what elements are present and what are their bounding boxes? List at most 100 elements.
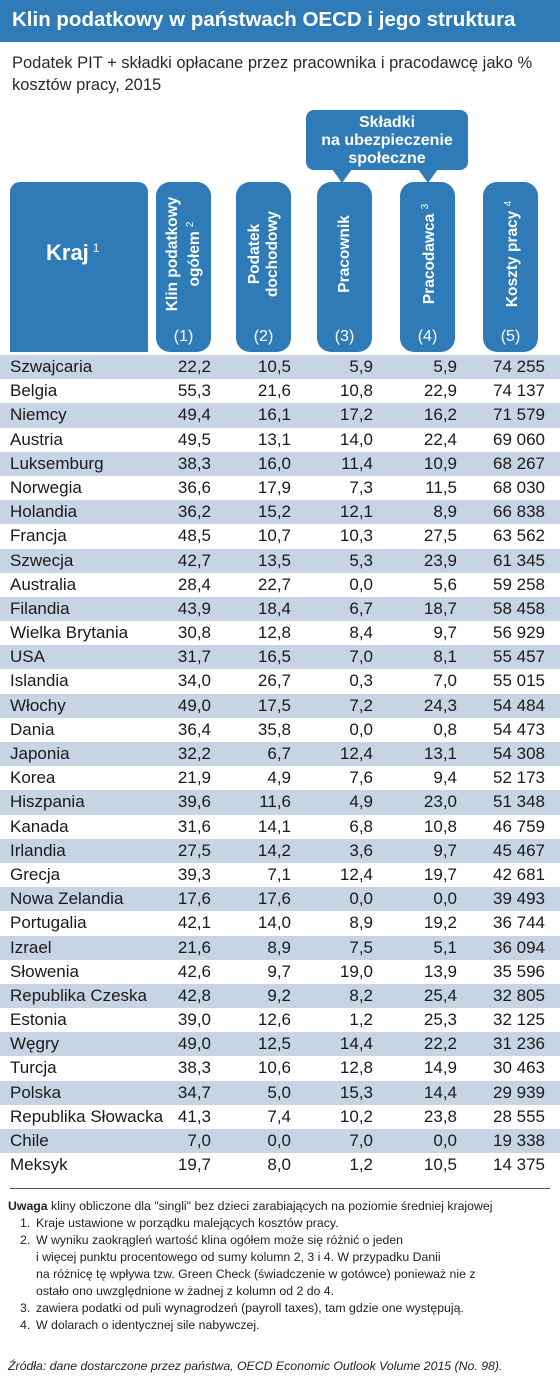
pracownik-value: 3,6 (349, 840, 373, 860)
pracodawca-value: 25,3 (423, 1010, 457, 1030)
table-row: Luksemburg 38,3 16,0 11,4 10,9 68 267 (0, 451, 560, 476)
koszty-value: 63 562 (493, 526, 545, 546)
table-row: Austria 49,5 13,1 14,0 22,4 69 060 (0, 428, 560, 452)
country-name: Korea (10, 768, 56, 788)
table-row: Dania 36,4 35,8 0,0 0,8 54 473 (0, 718, 560, 742)
column-podatek-line1: Podatek (245, 223, 263, 285)
pracodawca-value: 18,7 (423, 598, 457, 618)
country-name: Chile (10, 1131, 49, 1150)
klin-value: 32,2 (177, 744, 211, 763)
column-klin-sup: 2 (184, 221, 196, 228)
callout-line-3: społeczne (348, 150, 426, 167)
pracodawca-value: 5,1 (433, 937, 457, 957)
pracodawca-value: 9,7 (433, 623, 457, 643)
table-row: Niemcy 49,4 16,1 17,2 16,2 71 579 (0, 403, 560, 428)
pracownik-value: 1,2 (349, 1155, 373, 1175)
pracownik-value: 12,8 (339, 1058, 373, 1078)
country-name: Belgia (10, 381, 58, 401)
country-name: Portugalia (10, 913, 87, 933)
pracodawca-value: 22,4 (423, 429, 457, 449)
country-name: Nowa Zelandia (10, 889, 124, 909)
country-name: Grecja (10, 864, 61, 884)
pracodawca-value: 23,0 (423, 792, 457, 812)
table-row: Republika Czeska 42,8 9,2 8,2 25,4 32 805 (0, 983, 560, 1009)
pracodawca-value: 22,2 (423, 1034, 457, 1054)
subtitle: Podatek PIT + składki opłacane przez pra… (12, 54, 533, 94)
country-name: Turcja (10, 1058, 57, 1078)
table-row: Holandia 36,2 15,2 12,1 8,9 66 838 (0, 500, 560, 525)
pracownik-value: 11,4 (341, 453, 373, 473)
table-row: Republika Słowacka 41,3 7,4 10,2 23,8 28 555 (0, 1105, 560, 1129)
koszty-value: 29 939 (493, 1082, 545, 1102)
footnote-line: i więcej punktu procentowego od sumy kol… (36, 1250, 441, 1264)
table-row: Meksyk 19,7 8,0 1,2 10,5 14 375 (0, 1153, 560, 1177)
country-name: Holandia (10, 502, 78, 522)
country-name: Polska (10, 1082, 62, 1102)
podatek-value: 17,9 (257, 477, 291, 497)
klin-value: 49,4 (177, 405, 211, 425)
table-row: Izrael 21,6 8,9 7,5 5,1 36 094 (0, 935, 560, 960)
koszty-value: 14 375 (493, 1155, 545, 1175)
table-row: Polska 34,7 5,0 15,3 14,4 29 939 (0, 1080, 560, 1105)
klin-value: 31,6 (177, 816, 211, 836)
podatek-value: 14,1 (257, 816, 291, 836)
koszty-value: 74 255 (493, 357, 545, 376)
podatek-value: 9,7 (267, 961, 291, 981)
koszty-value: 32 805 (493, 985, 545, 1005)
klin-value: 36,6 (177, 477, 211, 497)
footnote-line: zawiera podatki od puli wynagrodzeń (pay… (36, 1301, 464, 1315)
klin-value: 49,5 (177, 429, 211, 449)
column-pracownik-number: (3) (334, 328, 355, 345)
klin-value: 28,4 (177, 574, 211, 594)
table-row: Francja 48,5 10,7 10,3 27,5 63 562 (0, 524, 560, 548)
pracodawca-value: 9,4 (433, 768, 457, 788)
table-row: Wielka Brytania 30,8 12,8 8,4 9,7 56 929 (0, 621, 560, 645)
country-name: Luksemburg (10, 453, 104, 473)
podatek-value: 4,9 (267, 768, 291, 788)
pracodawca-value: 16,2 (423, 405, 457, 425)
column-kraj-label: Kraj (46, 240, 89, 265)
column-header-koszty: Koszty pracy 4 (5) (483, 182, 538, 352)
footnote-line: W dolarach o identycznej sile nabywczej. (36, 1318, 260, 1332)
title-bar: Klin podatkowy w państwach OECD i jego s… (0, 0, 560, 42)
pracodawca-value: 13,9 (423, 961, 457, 981)
pracownik-value: 6,8 (349, 816, 373, 836)
country-name: Islandia (10, 671, 69, 691)
pracodawca-value: 0,0 (433, 1131, 457, 1150)
country-name: Węgry (10, 1034, 60, 1054)
podatek-value: 13,5 (257, 550, 291, 570)
pracodawca-value: 22,9 (423, 381, 457, 401)
table-row: Słowenia 42,6 9,7 19,0 13,9 35 596 (0, 960, 560, 984)
pracodawca-value: 10,9 (423, 453, 457, 473)
table-row: Japonia 32,2 6,7 12,4 13,1 54 308 (0, 742, 560, 767)
koszty-value: 58 458 (493, 598, 545, 618)
pracownik-value: 0,3 (349, 671, 373, 691)
footnote-number: 4. (20, 1318, 31, 1332)
podatek-value: 12,6 (257, 1010, 291, 1030)
uwaga-text: kliny obliczone dla "singli" bez dzieci … (47, 1199, 493, 1213)
table-row: Grecja 39,3 7,1 12,4 19,7 42 681 (0, 863, 560, 887)
pracownik-value: 5,3 (349, 550, 373, 570)
klin-value: 36,4 (177, 719, 211, 739)
footnote: 1. Kraje ustawione w porządku malejących … (8, 1215, 553, 1232)
table-row: Estonia 39,0 12,6 1,2 25,3 32 125 (0, 1008, 560, 1032)
table-row: Portugalia 42,1 14,0 8,9 19,2 36 744 (0, 911, 560, 935)
podatek-value: 14,2 (257, 840, 291, 860)
column-header-pracodawca: Pracodawca 3 (4) (400, 182, 455, 352)
koszty-value: 45 467 (493, 840, 545, 860)
klin-value: 38,3 (177, 453, 211, 473)
podatek-value: 18,4 (257, 598, 291, 618)
klin-value: 43,9 (177, 598, 211, 618)
klin-value: 38,3 (177, 1058, 211, 1078)
podatek-value: 8,0 (267, 1155, 291, 1175)
column-header-klin: Klin podatkowy ogółem 2 (1) (156, 182, 211, 352)
koszty-value: 55 457 (493, 647, 545, 667)
klin-value: 42,6 (177, 961, 211, 981)
column-podatek-number: (2) (253, 328, 274, 345)
pracownik-value: 14,4 (339, 1034, 373, 1054)
pracownik-value: 15,3 (339, 1082, 373, 1102)
footnote-line: Kraje ustawione w porządku malejących ko… (36, 1216, 339, 1230)
pracownik-value: 5,9 (349, 357, 373, 376)
country-name: Szwajcaria (10, 357, 93, 376)
podatek-value: 7,4 (267, 1106, 291, 1126)
